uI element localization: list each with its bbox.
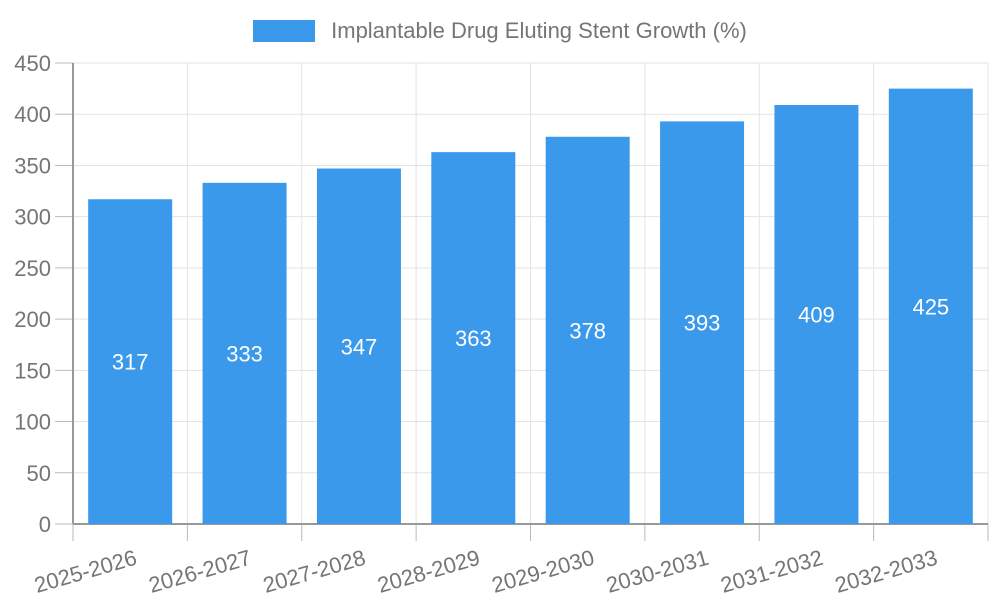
legend-label: Implantable Drug Eluting Stent Growth (%…: [331, 18, 747, 43]
y-tick-label: 150: [14, 358, 51, 383]
x-tick-label: 2032-2033: [832, 545, 940, 598]
x-tick-label: 2030-2031: [603, 545, 711, 598]
bar-value-label: 347: [341, 334, 378, 359]
bar-value-label: 393: [684, 311, 721, 336]
bar-value-label: 363: [455, 326, 492, 351]
y-tick-label: 50: [27, 461, 51, 486]
bar-value-label: 378: [569, 318, 606, 343]
bar[interactable]: [545, 136, 630, 524]
y-tick-label: 100: [14, 410, 51, 435]
bar[interactable]: [660, 121, 745, 524]
bar[interactable]: [88, 199, 173, 525]
legend-item[interactable]: Implantable Drug Eluting Stent Growth (%…: [0, 18, 1000, 44]
y-tick-label: 450: [14, 51, 51, 76]
bar[interactable]: [888, 88, 973, 524]
y-tick-label: 0: [39, 512, 51, 537]
x-tick-label: 2026-2027: [146, 545, 254, 598]
bar[interactable]: [202, 182, 287, 525]
x-tick-label: 2029-2030: [489, 545, 597, 598]
bar[interactable]: [316, 168, 401, 525]
x-tick-label: 2025-2026: [32, 545, 140, 598]
y-tick-label: 350: [14, 153, 51, 178]
legend-swatch: [253, 20, 316, 42]
bar[interactable]: [774, 105, 859, 524]
y-tick-label: 400: [14, 102, 51, 127]
x-tick-label: 2028-2029: [375, 545, 483, 598]
y-tick-label: 300: [14, 205, 51, 230]
bar-value-label: 425: [912, 294, 949, 319]
x-tick-label: 2027-2028: [260, 545, 368, 598]
y-tick-label: 250: [14, 256, 51, 281]
bar-value-label: 409: [798, 303, 835, 328]
bar-value-label: 317: [112, 350, 149, 375]
bar-value-label: 333: [226, 341, 263, 366]
bar[interactable]: [431, 152, 516, 525]
x-tick-label: 2031-2032: [718, 545, 826, 598]
y-tick-label: 200: [14, 307, 51, 332]
